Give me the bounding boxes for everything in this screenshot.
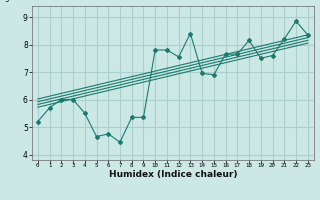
Text: 9: 9 — [4, 0, 10, 4]
X-axis label: Humidex (Indice chaleur): Humidex (Indice chaleur) — [108, 170, 237, 179]
